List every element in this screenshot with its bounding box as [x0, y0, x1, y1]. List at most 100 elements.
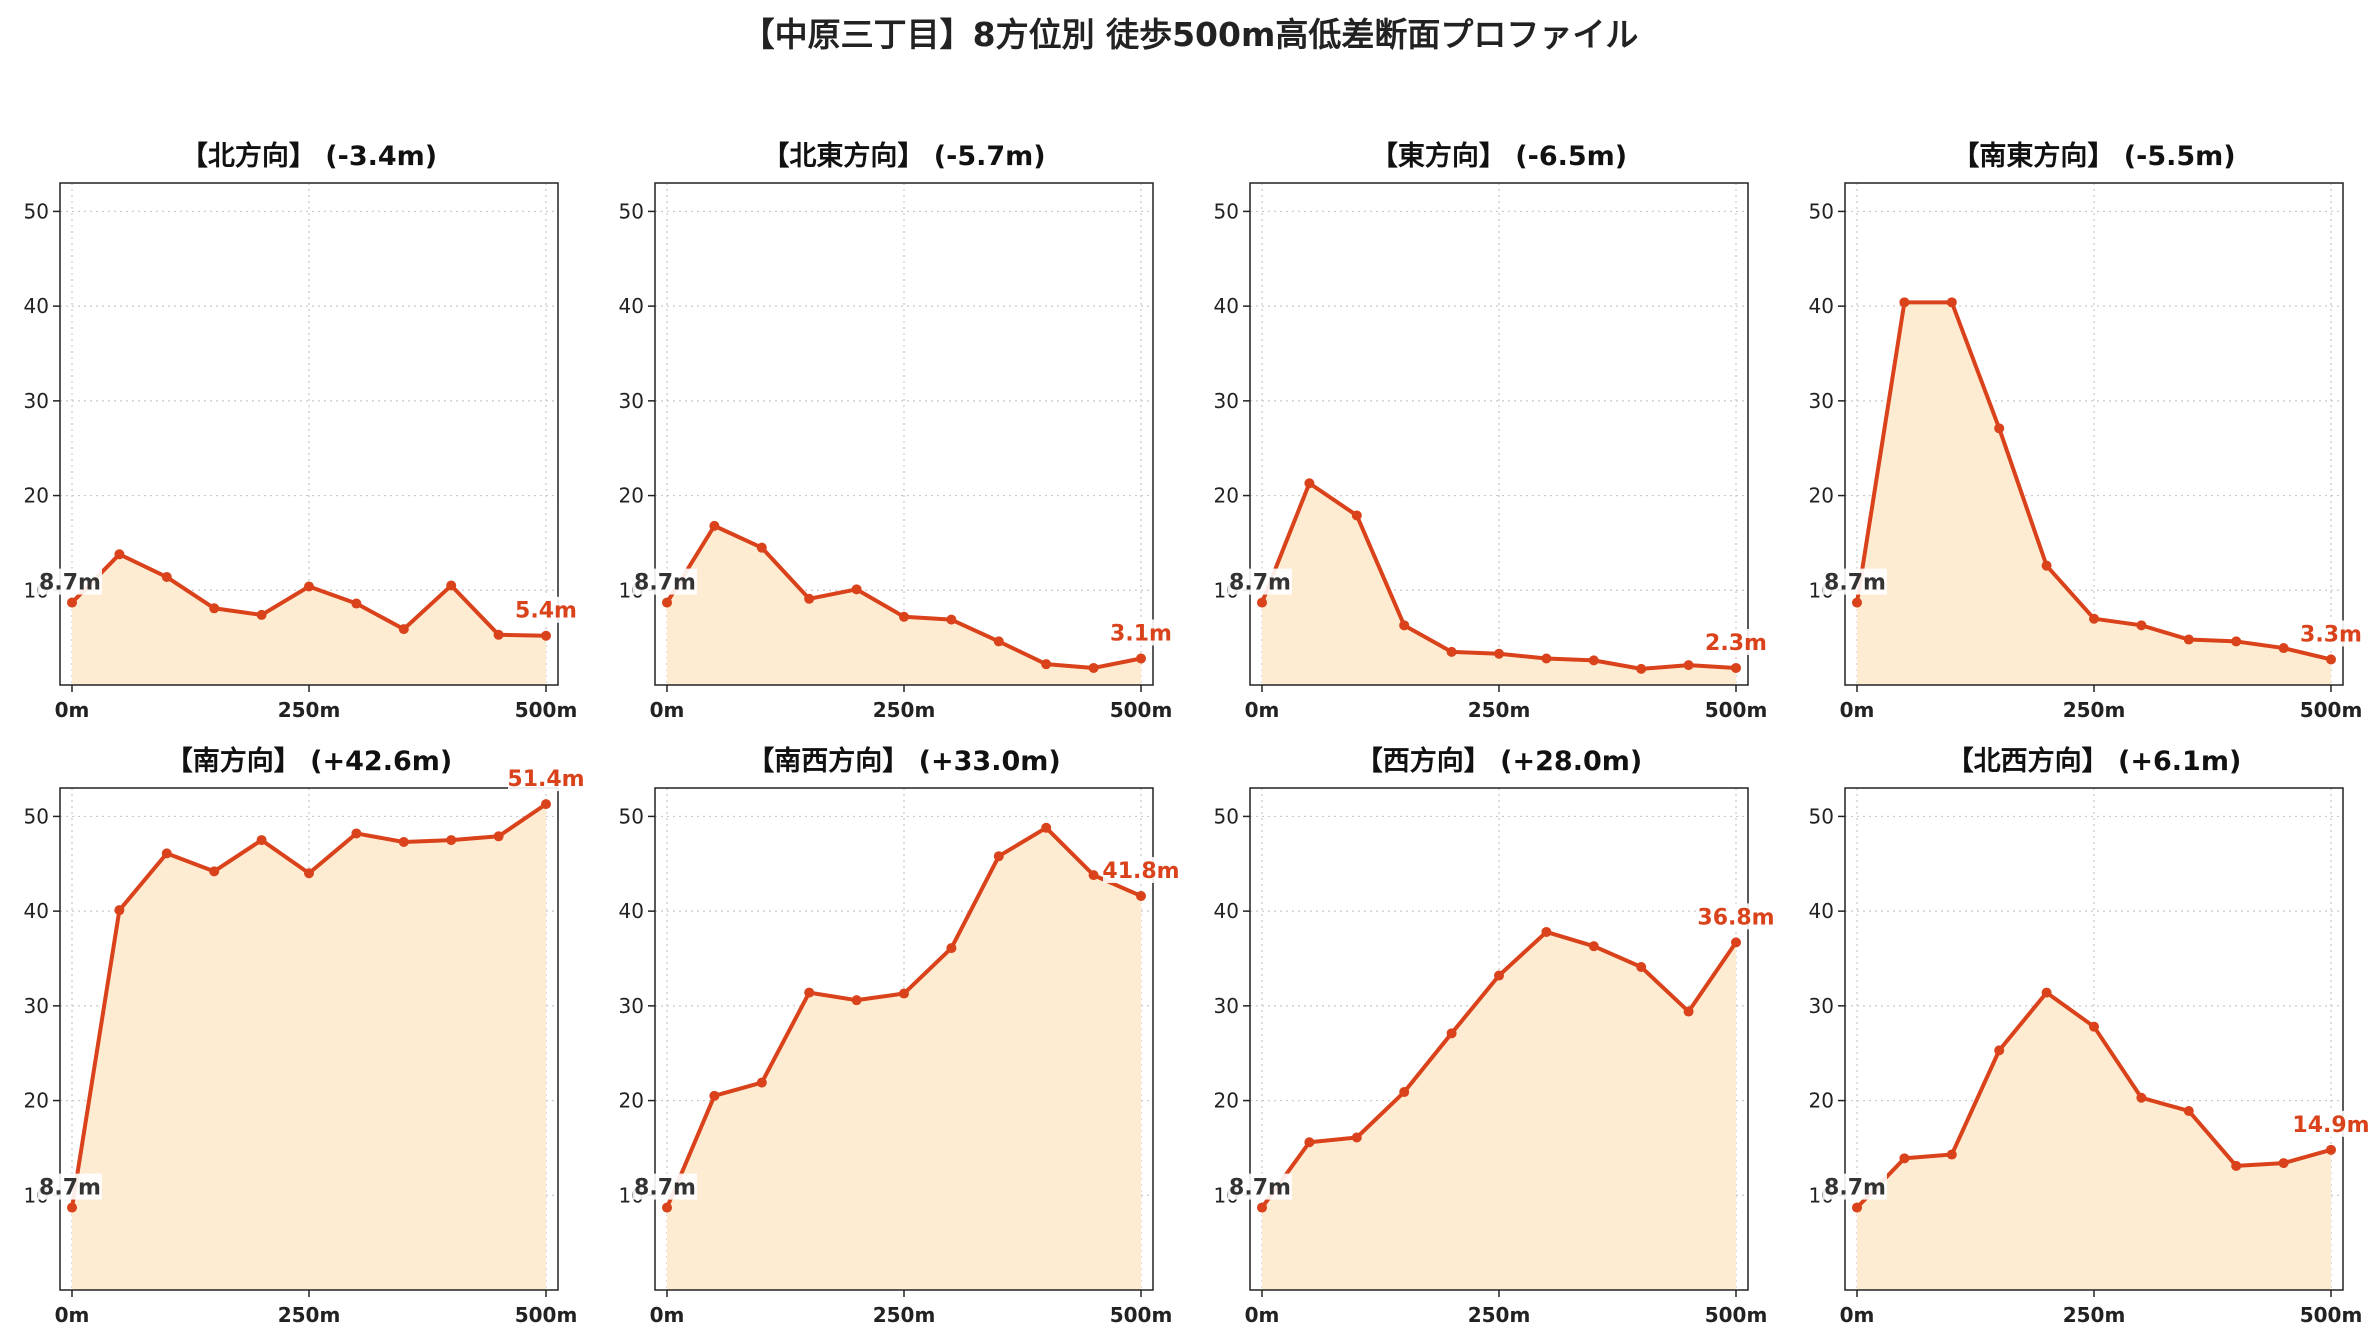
start-label-bg: [1823, 1173, 1887, 1200]
elevation-point: [161, 848, 172, 859]
elevation-point: [256, 609, 267, 620]
y-tick-label: 20: [619, 1089, 644, 1113]
elevation-point: [351, 828, 362, 839]
start-label-bg: [38, 568, 102, 595]
x-tick-label: 0m: [1840, 1303, 1875, 1327]
x-tick-label: 0m: [1245, 698, 1280, 722]
y-tick-label: 20: [1214, 484, 1239, 508]
y-tick-label: 30: [24, 994, 49, 1018]
elevation-point: [1946, 1149, 1957, 1160]
y-tick-label: 50: [24, 199, 49, 223]
end-label-bg: [2300, 620, 2362, 647]
end-label-bg: [515, 596, 577, 623]
figure-title: 【中原三丁目】8方位別 徒歩500m高低差断面プロファイル: [741, 15, 1639, 54]
end-elevation-label: 14.9m: [2292, 1113, 2369, 1138]
elevation-point: [804, 987, 815, 998]
elevation-point: [2183, 1105, 2194, 1116]
elevation-point: [1636, 663, 1647, 674]
elevation-point: [2136, 1092, 2147, 1103]
end-elevation-label: 2.3m: [1705, 631, 1767, 656]
elevation-point: [1041, 659, 1052, 670]
elevation-point: [1731, 937, 1741, 948]
elevation-area: [72, 554, 546, 685]
elevation-point: [1136, 653, 1146, 664]
x-tick-label: 0m: [55, 1303, 90, 1327]
elevation-point: [1446, 646, 1457, 657]
elevation-area: [1857, 302, 2331, 685]
x-tick-label: 0m: [55, 698, 90, 722]
elevation-point: [1899, 297, 1910, 308]
elevation-point: [851, 584, 862, 595]
start-label-bg: [1823, 568, 1887, 595]
x-tick-label: 500m: [1110, 698, 1173, 722]
x-tick-label: 500m: [515, 1303, 578, 1327]
end-label-bg: [508, 765, 584, 792]
start-label-bg: [633, 1173, 697, 1200]
y-tick-label: 40: [619, 899, 644, 923]
start-elevation-label: 8.7m: [1824, 1176, 1886, 1201]
x-tick-label: 0m: [1840, 698, 1875, 722]
panel-title: 【南方向】 (+42.6m): [166, 745, 452, 777]
elevation-point: [899, 611, 909, 622]
y-tick-label: 20: [1809, 484, 1834, 508]
elevation-point: [2136, 620, 2147, 631]
elevation-point: [1041, 822, 1052, 833]
elevation-point: [1088, 662, 1099, 673]
elevation-point: [946, 614, 957, 625]
elevation-point: [993, 851, 1004, 862]
y-tick-label: 40: [619, 294, 644, 318]
end-elevation-label: 36.8m: [1697, 905, 1774, 930]
y-tick-label: 50: [619, 199, 644, 223]
start-label-bg: [38, 1173, 102, 1200]
elevation-point: [493, 629, 504, 640]
y-tick-label: 20: [24, 484, 49, 508]
end-label-bg: [1705, 628, 1767, 655]
elevation-point: [1541, 926, 1552, 937]
end-label-bg: [1698, 903, 1774, 930]
panel-title: 【西方向】 (+28.0m): [1356, 745, 1642, 777]
elevation-point: [1946, 297, 1957, 308]
start-label-bg: [1228, 1173, 1292, 1200]
elevation-point: [1899, 1153, 1910, 1164]
elevation-point: [1852, 1202, 1862, 1213]
elevation-point: [2231, 636, 2242, 647]
elevation-point: [1446, 1028, 1457, 1039]
elevation-area: [667, 827, 1141, 1290]
x-tick-label: 250m: [1468, 1303, 1531, 1327]
y-tick-label: 50: [1214, 804, 1239, 828]
x-tick-label: 250m: [873, 1303, 936, 1327]
elevation-point: [662, 1202, 672, 1213]
elevation-area: [72, 804, 546, 1290]
elevation-point: [1304, 1137, 1315, 1148]
elevation-point: [1731, 662, 1741, 673]
panel-title: 【北東方向】 (-5.7m): [762, 140, 1045, 172]
elevation-point: [662, 597, 672, 608]
elevation-point: [446, 835, 457, 846]
elevation-point: [709, 520, 720, 531]
end-elevation-label: 41.8m: [1102, 859, 1179, 884]
x-tick-label: 250m: [1468, 698, 1531, 722]
elevation-area: [1262, 931, 1736, 1290]
elevation-point: [851, 995, 862, 1006]
elevation-point: [2041, 987, 2052, 998]
elevation-point: [899, 988, 909, 999]
end-elevation-label: 3.1m: [1110, 621, 1172, 646]
elevation-point: [1136, 890, 1146, 901]
panel-title: 【南東方向】 (-5.5m): [1952, 140, 2235, 172]
elevation-point: [1494, 648, 1504, 659]
panel-title: 【北方向】 (-3.4m): [181, 140, 437, 172]
y-tick-label: 30: [1214, 994, 1239, 1018]
panel-title: 【北西方向】 (+6.1m): [1947, 745, 2242, 777]
y-tick-label: 50: [1214, 199, 1239, 223]
elevation-point: [1351, 1132, 1362, 1143]
elevation-point: [1588, 655, 1599, 666]
elevation-point: [1351, 510, 1362, 521]
elevation-point: [161, 572, 172, 583]
elevation-point: [1494, 970, 1504, 981]
start-elevation-label: 8.7m: [634, 1176, 696, 1201]
